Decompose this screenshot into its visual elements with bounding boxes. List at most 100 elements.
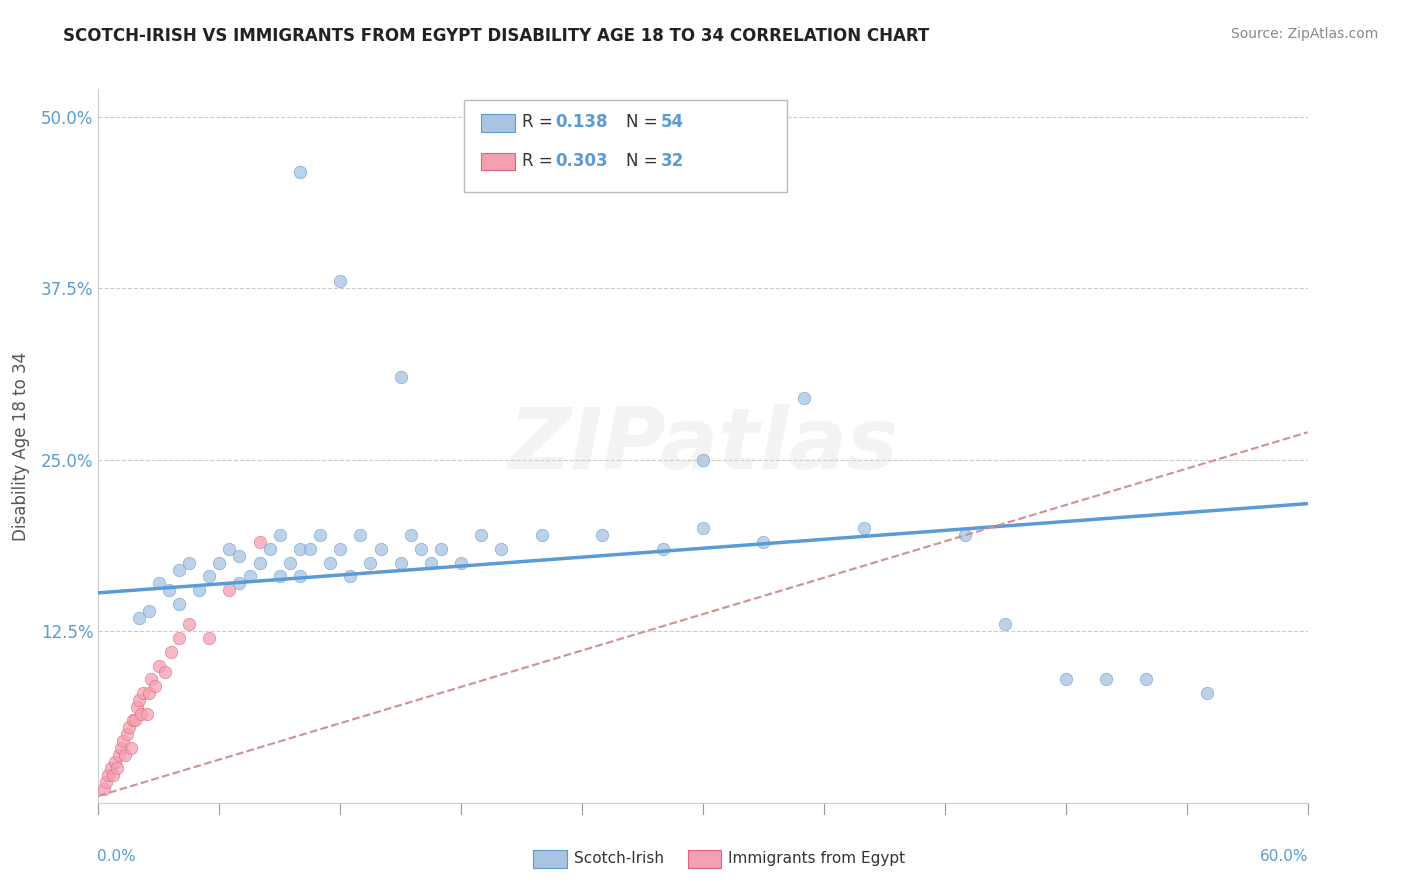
Point xyxy=(692,521,714,535)
Point xyxy=(269,528,291,542)
Text: R =: R = xyxy=(522,113,558,131)
Point xyxy=(218,583,240,598)
Point xyxy=(157,583,180,598)
Point xyxy=(188,583,211,598)
Text: 32: 32 xyxy=(661,152,685,169)
Point xyxy=(339,569,361,583)
Point xyxy=(128,610,150,624)
Point xyxy=(179,617,201,632)
Point xyxy=(491,541,513,556)
Point xyxy=(228,549,250,563)
Point xyxy=(96,775,118,789)
Text: N =: N = xyxy=(626,113,662,131)
Text: R =: R = xyxy=(522,152,558,169)
Point xyxy=(135,706,157,721)
Point xyxy=(752,535,775,549)
Point xyxy=(121,714,143,728)
Text: Source: ZipAtlas.com: Source: ZipAtlas.com xyxy=(1230,27,1378,41)
Point xyxy=(994,617,1017,632)
Point xyxy=(309,528,332,542)
Point xyxy=(128,693,150,707)
Text: ZIPatlas: ZIPatlas xyxy=(508,404,898,488)
Point xyxy=(389,370,412,384)
Point xyxy=(100,762,122,776)
Point xyxy=(953,528,976,542)
Point xyxy=(692,452,714,467)
Point xyxy=(105,762,128,776)
Point xyxy=(218,541,240,556)
Point xyxy=(125,699,148,714)
Point xyxy=(389,556,412,570)
Text: Scotch-Irish: Scotch-Irish xyxy=(574,852,664,866)
Point xyxy=(101,768,124,782)
Point xyxy=(319,556,342,570)
Point xyxy=(138,604,160,618)
Point xyxy=(93,782,115,797)
Point xyxy=(208,556,231,570)
Point xyxy=(269,569,291,583)
Point xyxy=(129,706,152,721)
Point xyxy=(399,528,422,542)
Point xyxy=(198,631,221,645)
Point xyxy=(349,528,371,542)
Point xyxy=(114,747,136,762)
Point xyxy=(103,755,125,769)
Point xyxy=(139,673,162,687)
Point xyxy=(143,679,166,693)
Point xyxy=(450,556,472,570)
Text: 0.0%: 0.0% xyxy=(97,849,136,864)
Point xyxy=(179,556,201,570)
Point xyxy=(198,569,221,583)
Text: N =: N = xyxy=(626,152,662,169)
Point xyxy=(111,734,134,748)
Point xyxy=(124,714,146,728)
Point xyxy=(288,569,311,583)
Point xyxy=(288,541,311,556)
Point xyxy=(138,686,160,700)
Point xyxy=(1054,673,1077,687)
Point xyxy=(370,541,392,556)
Point xyxy=(153,665,176,680)
Point xyxy=(148,658,170,673)
Y-axis label: Disability Age 18 to 34: Disability Age 18 to 34 xyxy=(11,351,30,541)
Point xyxy=(97,768,120,782)
Point xyxy=(278,556,301,570)
Text: Immigrants from Egypt: Immigrants from Egypt xyxy=(728,852,905,866)
Point xyxy=(160,645,183,659)
Point xyxy=(299,541,322,556)
Point xyxy=(530,528,553,542)
Point xyxy=(420,556,443,570)
Point xyxy=(249,556,271,570)
Point xyxy=(167,631,190,645)
Point xyxy=(110,740,132,755)
Point xyxy=(591,528,613,542)
Point xyxy=(1135,673,1157,687)
Point xyxy=(853,521,876,535)
Point xyxy=(107,747,129,762)
Point xyxy=(329,274,352,288)
Point xyxy=(409,541,432,556)
Text: 60.0%: 60.0% xyxy=(1260,849,1309,864)
Point xyxy=(430,541,453,556)
Point xyxy=(120,740,142,755)
Point xyxy=(228,576,250,591)
Point xyxy=(148,576,170,591)
Point xyxy=(259,541,281,556)
Point xyxy=(1195,686,1218,700)
Point xyxy=(239,569,262,583)
Point xyxy=(329,541,352,556)
Point xyxy=(1095,673,1118,687)
Point xyxy=(288,164,311,178)
Point xyxy=(651,541,673,556)
Point xyxy=(115,727,138,741)
Point xyxy=(793,391,815,405)
Point xyxy=(118,720,141,734)
Point xyxy=(470,528,492,542)
Point xyxy=(132,686,155,700)
Text: 54: 54 xyxy=(661,113,683,131)
Point xyxy=(167,562,190,576)
Text: 0.138: 0.138 xyxy=(555,113,607,131)
Point xyxy=(167,597,190,611)
Point xyxy=(249,535,271,549)
Point xyxy=(360,556,382,570)
